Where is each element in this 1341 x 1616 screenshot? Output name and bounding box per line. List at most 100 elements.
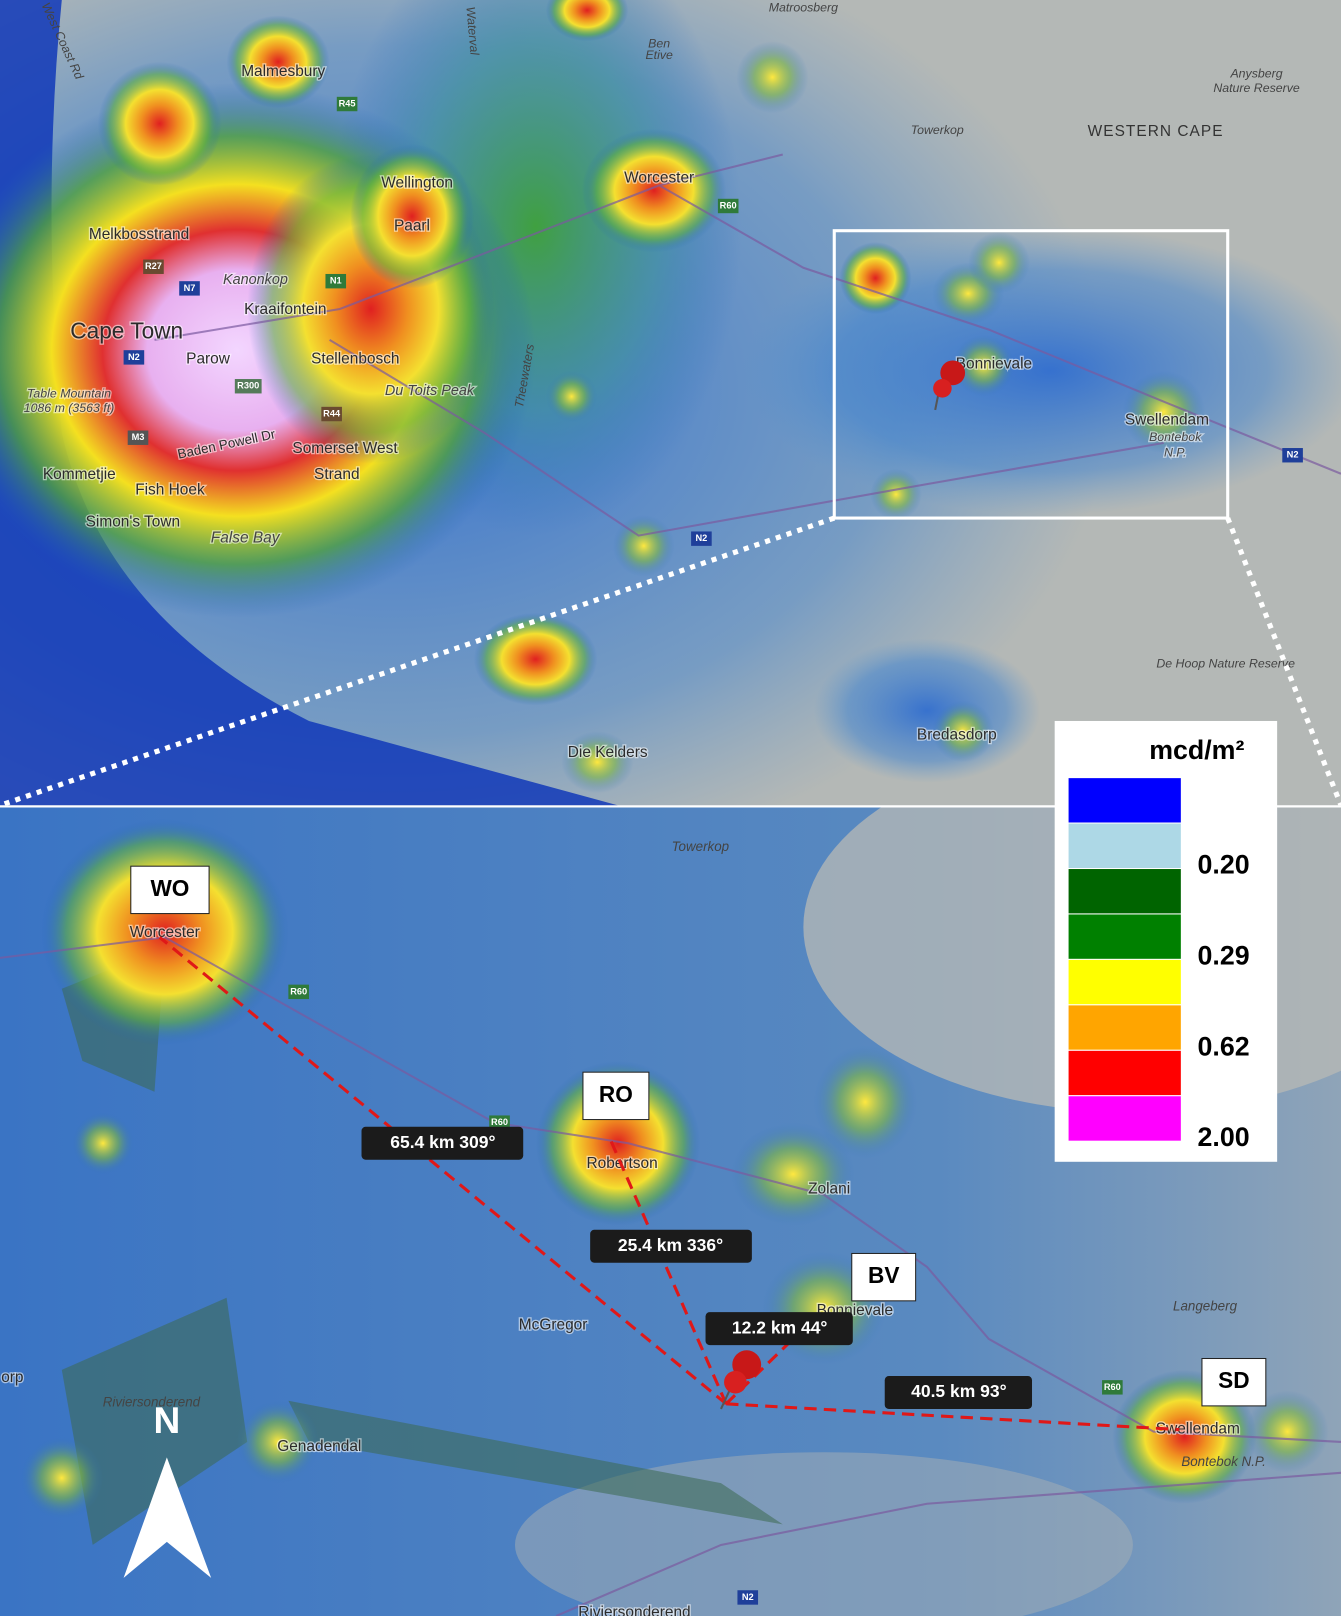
road-shield [691, 531, 712, 546]
site-box [1201, 1357, 1267, 1407]
road-shield [143, 259, 164, 274]
legend-tick-label: 0.20 [1198, 850, 1250, 880]
distance-label: 65.4 km 309° [390, 1132, 495, 1152]
distance-line [158, 936, 728, 1406]
place-label: De Hoop Nature Reserve [1156, 657, 1295, 671]
heat-glow [72, 1112, 134, 1175]
place-label: orp [1, 1369, 23, 1386]
place-label: Riviersonderend [578, 1604, 690, 1616]
road-shield-label: R60 [1104, 1382, 1121, 1392]
place-label: Swellendam [1125, 411, 1209, 428]
heat-glow [968, 231, 1030, 294]
place-label: Cape Town [70, 318, 183, 344]
heat-glow [1246, 1390, 1329, 1473]
place-label: 1086 m (3563 ft) [24, 401, 115, 415]
place-label: Kommetjie [43, 466, 116, 483]
road-shield [321, 406, 342, 422]
distance-badge [590, 1229, 752, 1263]
place-label: Fish Hoek [135, 481, 205, 498]
place-label: Genadendal [277, 1438, 361, 1455]
heat-glow [813, 1045, 917, 1159]
road-shield [737, 1590, 759, 1605]
road-shield-label: R44 [323, 408, 341, 418]
place-label: Die Kelders [568, 744, 648, 761]
place-label: Stellenbosch [311, 351, 399, 368]
road-shield [234, 379, 262, 394]
place-label: Paarl [394, 218, 430, 235]
road-shield-label: R60 [491, 1117, 508, 1127]
place-label: Du Toits Peak [385, 383, 475, 399]
heat-glow [1122, 370, 1206, 454]
north-arrow: N [123, 1399, 212, 1578]
place-label: Swellendam [1156, 1421, 1240, 1438]
place-label: Kraaifontein [244, 301, 326, 318]
peak-label: Langeberg [1173, 1299, 1238, 1314]
heat-core [473, 612, 598, 706]
heat-core [581, 128, 727, 253]
distance-badge [361, 1126, 524, 1160]
place-label: Malmesbury [241, 63, 325, 80]
heat-core [97, 61, 222, 186]
place-label: Bontebok N.P. [1181, 1454, 1266, 1469]
place-label: Strand [314, 466, 359, 483]
region-label: WESTERN CAPE [1088, 123, 1224, 140]
legend-tick-label: 2.00 [1198, 1122, 1250, 1152]
legend-swatch [1067, 822, 1182, 870]
place-label: N.P. [1164, 445, 1186, 459]
place-label: Wellington [381, 174, 453, 191]
road-shield [336, 96, 358, 112]
legend-swatch [1067, 1004, 1182, 1051]
heat-glow [561, 731, 634, 794]
heat-glow [20, 1436, 103, 1520]
road-shield-label: R45 [339, 98, 356, 108]
place-label: Bonnievale [956, 356, 1032, 373]
legend-swatch [1067, 867, 1182, 915]
heat-core [545, 0, 629, 42]
site-box [851, 1252, 917, 1302]
heat-core [535, 1060, 701, 1226]
road-shield-label: R60 [290, 986, 307, 996]
heat-core [839, 242, 912, 315]
road [154, 153, 1341, 537]
legend-title: mcd/m² [1149, 735, 1244, 765]
heat-glow [952, 334, 1015, 397]
heat-glow [612, 514, 675, 577]
peak-label: Towerkop [911, 123, 964, 137]
place-label: Kanonkop [223, 272, 288, 288]
place-label: Anysberg [1229, 66, 1282, 80]
heat-glow [545, 370, 598, 423]
road-label: Waterval [463, 6, 481, 57]
road-shield [325, 273, 347, 289]
site-box [130, 865, 210, 915]
heat-glow [736, 41, 809, 114]
heat-glow [932, 700, 994, 763]
road-shield-label: M3 [132, 432, 145, 442]
location-pin [933, 360, 966, 411]
legend: mcd/m² 0.20 0.29 0.62 2.00 [1054, 720, 1278, 1162]
site-label: BV [868, 1262, 899, 1288]
distance-label: 25.4 km 336° [618, 1235, 723, 1255]
heat-glow [731, 1122, 855, 1226]
road-shield [288, 984, 309, 1000]
road [0, 936, 1341, 1616]
peak-label: Ben [648, 37, 670, 51]
overview-map: Malmesbury Wellington Worcester Paarl Me… [0, 0, 1341, 806]
place-label: Worcester [624, 169, 694, 186]
heat-core [350, 144, 474, 289]
distance-line [726, 1402, 1180, 1432]
place-label: Melkbosstrand [89, 226, 189, 243]
place-label: Bontebok [1149, 430, 1202, 444]
distance-line [725, 1337, 795, 1405]
place-label: Bredasdorp [917, 726, 997, 743]
site-label: SD [1218, 1367, 1249, 1393]
heat-glow [870, 468, 922, 521]
place-label: Simon's Town [86, 513, 180, 530]
place-label: Nature Reserve [1213, 81, 1300, 95]
heat-haze [741, 226, 1341, 515]
place-label: Table Mountain [27, 387, 111, 401]
distance-badge [705, 1312, 853, 1346]
legend-tick-label: 0.62 [1198, 1031, 1250, 1061]
distance-label: 40.5 km 93° [911, 1381, 1007, 1401]
water-label: False Bay [211, 530, 281, 547]
